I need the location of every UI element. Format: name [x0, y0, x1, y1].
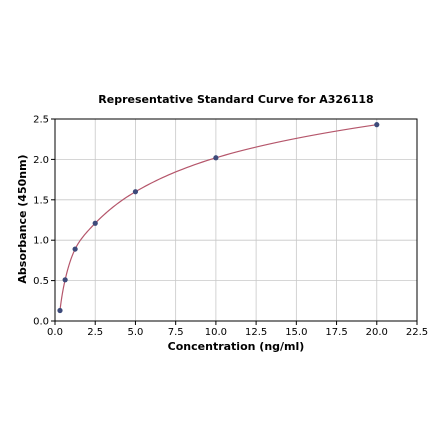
x-axis-ticks: 0.0 2.5 5.0 7.5 10.0 12.5 15.0 17.5 20.0 22.5 [47, 321, 428, 338]
chart-title: Representative Standard Curve for A32611… [98, 93, 373, 106]
data-point [72, 246, 78, 252]
data-point [132, 189, 139, 195]
data-points [57, 122, 380, 314]
y-axis-ticks: 0.0 0.5 1.0 1.5 2.0 2.5 [33, 115, 55, 328]
x-tick-label: 5.0 [127, 327, 143, 338]
x-tick-label: 17.5 [325, 327, 347, 338]
y-axis-label: Absorbance (450nm) [16, 154, 29, 283]
x-tick-label: 20.0 [366, 327, 388, 338]
y-tick-label: 1.0 [33, 236, 49, 247]
plot-area [54, 118, 418, 322]
data-point [62, 277, 68, 283]
data-point [92, 220, 98, 226]
fit-curve [59, 124, 377, 311]
x-tick-label: 15.0 [285, 327, 307, 338]
x-tick-label: 0.0 [47, 327, 63, 338]
data-point [374, 122, 380, 128]
x-tick-label: 22.5 [406, 327, 428, 338]
y-tick-label: 2.0 [33, 155, 49, 166]
data-point [57, 307, 63, 314]
x-tick-label: 7.5 [168, 327, 184, 338]
y-tick-label: 2.5 [33, 115, 49, 126]
data-point [213, 155, 219, 161]
x-tick-label: 12.5 [245, 327, 267, 338]
y-tick-label: 0.5 [33, 276, 49, 287]
x-tick-label: 10.0 [205, 327, 227, 338]
grid-lines [54, 118, 418, 322]
x-tick-label: 2.5 [87, 327, 103, 338]
x-axis-label: Concentration (ng/ml) [168, 340, 305, 353]
y-tick-label: 1.5 [33, 195, 49, 206]
y-tick-label: 0.0 [33, 317, 49, 328]
